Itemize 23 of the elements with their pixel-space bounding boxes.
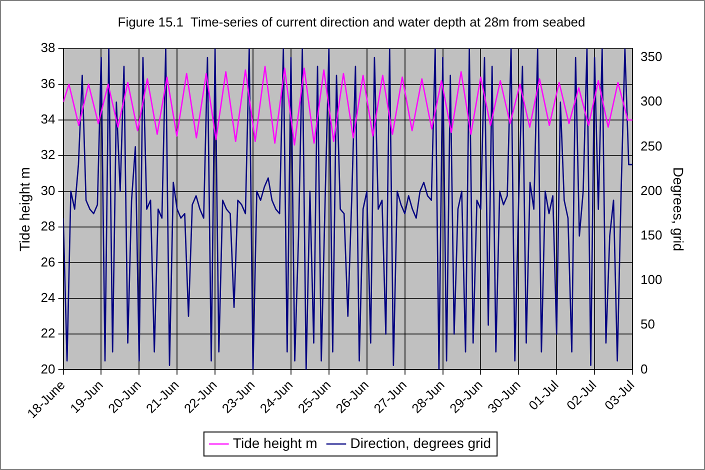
y2-tick-label: 50 — [640, 316, 655, 332]
y-tick-label: 20 — [40, 361, 56, 376]
y2-tick-label: 100 — [640, 272, 662, 288]
y-tick-label: 34 — [40, 112, 56, 127]
legend-label: Tide height m — [232, 434, 318, 451]
y-tick-label: 30 — [40, 182, 56, 198]
y2-tick-label: 300 — [640, 94, 662, 109]
y2-tick-label: 250 — [640, 138, 662, 154]
y-tick-label: 26 — [40, 254, 56, 270]
y-tick-label: 22 — [40, 326, 56, 341]
legend-label: Direction, degrees grid — [350, 434, 492, 451]
y2-tick-label: 200 — [640, 182, 662, 198]
y2-tick-label: 150 — [640, 228, 662, 243]
y2-tick-label: 0 — [640, 361, 648, 376]
y-tick-label: 38 — [40, 40, 56, 56]
y-tick-label: 28 — [40, 218, 56, 234]
chart-title: Figure 15.1 Time-series of current direction and water depth at 28m from seabed — [118, 14, 586, 30]
y-tick-label: 36 — [40, 76, 56, 91]
y2-axis-title: Degrees, grid — [670, 167, 687, 252]
y-axis-title: Tide height m — [16, 167, 32, 252]
y-tick-label: 32 — [40, 147, 56, 162]
y-tick-label: 24 — [40, 290, 56, 305]
y2-tick-label: 350 — [640, 49, 662, 64]
